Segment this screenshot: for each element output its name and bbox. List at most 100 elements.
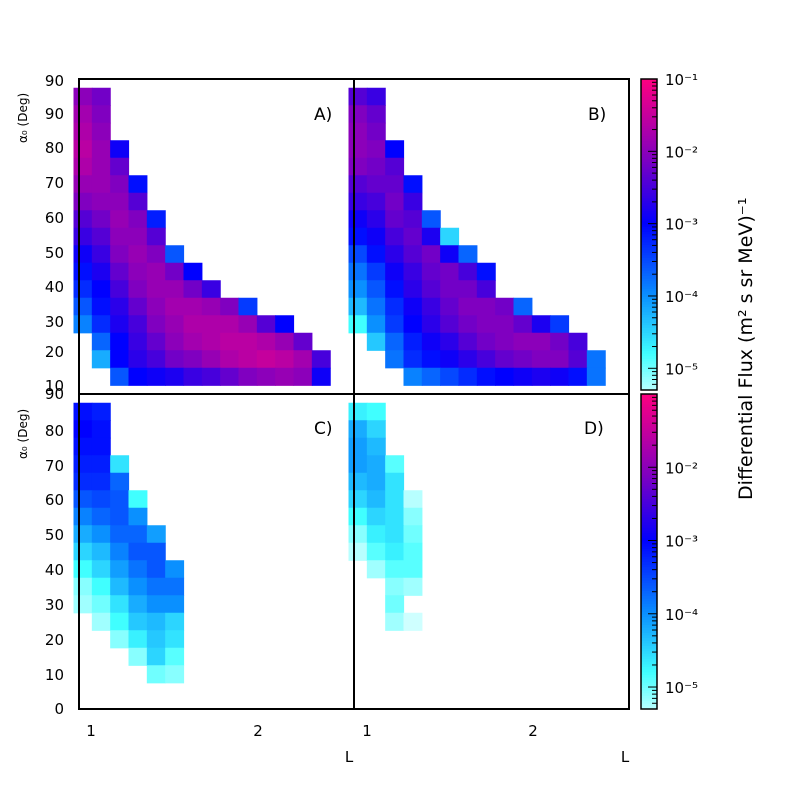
heatmap-cell — [91, 420, 111, 439]
heatmap-cell — [495, 332, 515, 351]
colorbar-segment — [641, 653, 657, 658]
y-tick-label: 90 — [45, 385, 64, 403]
colorbar-segment — [641, 99, 657, 103]
colorbar-segment — [641, 91, 657, 96]
y-axis-title-bottom: α₀ (Deg) — [16, 409, 30, 459]
colorbar-segment — [641, 593, 657, 597]
heatmap-cell — [385, 612, 405, 631]
heatmap-cell — [91, 210, 111, 229]
heatmap-cell — [440, 315, 460, 334]
heatmap-cell — [385, 140, 405, 159]
heatmap-cell — [128, 490, 148, 509]
colorbar-segment — [641, 464, 657, 469]
colorbar-segment — [641, 583, 657, 587]
heatmap-cell — [165, 647, 185, 666]
heatmap-cell — [421, 280, 441, 299]
heatmap-cell — [201, 315, 221, 334]
heatmap-cell — [128, 262, 148, 281]
heatmap-cell — [110, 262, 130, 281]
heatmap-cell — [550, 332, 570, 351]
heatmap-cell — [91, 472, 111, 491]
colorbar-segment — [641, 371, 657, 375]
colorbar-segment — [641, 478, 657, 482]
heatmap-cell — [366, 122, 386, 141]
heatmap-cell — [110, 192, 130, 211]
heatmap-cell — [165, 612, 185, 631]
colorbar-segment — [641, 438, 657, 442]
colorbar-segment — [641, 335, 657, 339]
heatmap-cell — [73, 472, 93, 491]
colorbar-segment — [641, 667, 657, 671]
y-tick-label: 50 — [45, 244, 64, 262]
heatmap-cell — [403, 507, 423, 526]
heatmap-cell — [385, 175, 405, 194]
heatmap-cell — [110, 297, 130, 316]
heatmap-cell — [238, 297, 258, 316]
heatmap-cell — [183, 367, 203, 386]
colorbar-segment — [641, 488, 657, 492]
y-tick-label: 50 — [45, 526, 64, 544]
colorbar-tick-label: 10⁻² — [665, 143, 698, 161]
heatmap-cell — [183, 350, 203, 369]
heatmap-cell — [91, 490, 111, 509]
colorbar-segment — [641, 396, 657, 400]
colorbar-segment — [641, 585, 657, 589]
heatmap-cell — [458, 315, 478, 334]
colorbar-segment — [641, 369, 657, 373]
colorbar-segment — [641, 428, 657, 432]
heatmap-cell — [421, 297, 441, 316]
heatmap-cell — [256, 332, 276, 351]
heatmap-cell — [128, 192, 148, 211]
heatmap-cell — [165, 245, 185, 264]
colorbar-tick-label: 10⁻⁵ — [665, 679, 698, 697]
colorbar-segment — [641, 260, 657, 264]
heatmap-cell — [348, 122, 368, 141]
colorbar-tick-label: 10⁻⁴ — [665, 288, 698, 306]
heatmap-cell — [348, 315, 368, 334]
colorbar-segment — [641, 205, 657, 210]
colorbar-segment — [641, 499, 657, 503]
colorbar-segment — [641, 340, 657, 344]
colorbar-tick-label: 10⁻¹ — [665, 71, 698, 89]
heatmap-cell — [220, 332, 240, 351]
heatmap-cell — [91, 192, 111, 211]
heatmap-cell — [73, 280, 93, 299]
colorbar-segment — [641, 110, 657, 114]
heatmap-cell — [110, 210, 130, 229]
heatmap-cell — [311, 367, 331, 386]
colorbar-segment — [641, 588, 657, 592]
heatmap-cell — [128, 525, 148, 544]
panel-label-a: A) — [314, 105, 332, 125]
colorbar-segment — [641, 449, 657, 453]
colorbar-segment — [641, 296, 657, 300]
heatmap-cell — [385, 262, 405, 281]
colorbar-segment — [641, 554, 657, 558]
colorbar-segment — [641, 677, 657, 681]
heatmap-cell — [476, 262, 496, 281]
heatmap-cell — [183, 315, 203, 334]
heatmap-cell — [348, 280, 368, 299]
heatmap-cell — [73, 560, 93, 579]
colorbar-segment — [641, 325, 657, 329]
heatmap-cell — [73, 402, 93, 421]
colorbar-segment — [641, 317, 657, 321]
colorbar-segment — [641, 517, 657, 521]
y-tick-label: 40 — [45, 278, 64, 296]
heatmap-cell — [128, 332, 148, 351]
heatmap-cell — [256, 350, 276, 369]
colorbar-segment — [641, 407, 657, 411]
colorbar-segment — [641, 301, 657, 305]
colorbar-segment — [641, 512, 657, 516]
colorbar-segment — [641, 399, 657, 403]
heatmap-cell — [366, 262, 386, 281]
colorbar-segment — [641, 422, 657, 427]
colorbar-segment — [641, 601, 657, 605]
colorbar-segment — [641, 409, 657, 413]
heatmap-cell — [146, 350, 166, 369]
heatmap-cell — [110, 560, 130, 579]
colorbar-segment — [641, 273, 657, 277]
colorbar-segment — [641, 577, 657, 581]
heatmap-cell — [421, 350, 441, 369]
heatmap-cell — [366, 157, 386, 176]
colorbar-segment — [641, 338, 657, 342]
